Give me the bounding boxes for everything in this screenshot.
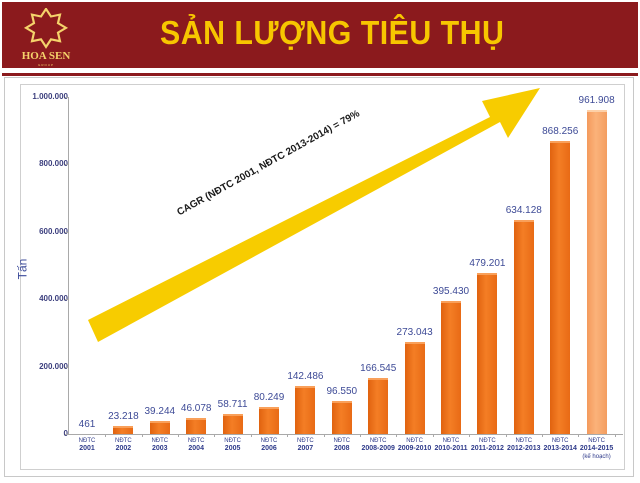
logo-subtext: GROUP xyxy=(37,63,54,67)
bar xyxy=(186,418,207,434)
x-tick-mark xyxy=(360,434,361,437)
bar-value-label: 634.128 xyxy=(505,205,542,217)
bar xyxy=(331,401,352,434)
bar xyxy=(404,341,425,434)
bar-value-label: 39.244 xyxy=(144,405,176,417)
x-category-label: NĐTC 2005 xyxy=(224,438,241,452)
x-tick-mark xyxy=(614,434,616,437)
x-category-label: NĐTC 2010-2011 xyxy=(434,438,468,452)
y-tick-label: 200.000 xyxy=(39,361,68,371)
bar xyxy=(113,426,134,434)
bar xyxy=(295,385,316,434)
bar-value-label: 142.486 xyxy=(287,370,324,382)
bar-value-label: 46.078 xyxy=(180,403,212,415)
x-tick-mark xyxy=(505,434,507,437)
x-tick-mark xyxy=(287,434,289,437)
y-tick-mark xyxy=(65,97,69,98)
x-tick-mark xyxy=(250,434,252,437)
x-category-label: NĐTC 2011-2012 xyxy=(470,438,504,452)
x-tick-mark xyxy=(105,434,107,437)
bar xyxy=(477,272,498,434)
x-tick-mark xyxy=(469,434,471,437)
x-tick-mark xyxy=(396,434,398,437)
bar xyxy=(513,220,534,434)
x-tick-mark xyxy=(214,434,216,437)
y-tick-label: 800.000 xyxy=(39,159,68,169)
lotus-star-icon xyxy=(23,6,69,49)
y-tick-mark xyxy=(65,231,69,233)
x-category-label: NĐTC 2013-2014 xyxy=(543,438,577,452)
logo: HOA SEN GROUP xyxy=(16,6,76,68)
bar xyxy=(149,420,170,434)
bar-value-label: 868.256 xyxy=(542,126,579,138)
bar-value-label: 80.249 xyxy=(253,391,285,403)
bar-value-label: 961.908 xyxy=(578,94,615,106)
slide-frame xyxy=(4,77,634,477)
x-category-label: NĐTC 2003 xyxy=(151,438,169,452)
x-axis xyxy=(68,434,623,435)
x-category-label: NĐTC 2012-2013 xyxy=(507,438,541,452)
y-tick-mark xyxy=(65,434,69,435)
header-divider xyxy=(2,73,638,76)
bar xyxy=(368,377,389,434)
x-category-label: NĐTC 2007 xyxy=(297,438,314,452)
chart-area xyxy=(20,84,625,470)
x-tick-mark xyxy=(178,434,179,437)
x-category-label: NĐTC 2002 xyxy=(115,438,132,452)
y-tick-label: 1.000.000 xyxy=(32,92,68,101)
y-axis-label: Tấn xyxy=(15,258,30,280)
header-banner: HOA SEN GROUP SẢN LƯỢNG TIÊU THỤ xyxy=(2,2,638,68)
x-category-label: NĐTC 2008-2009 xyxy=(361,438,395,452)
x-category-label: NĐTC 2004 xyxy=(187,438,205,452)
x-tick-mark xyxy=(323,434,325,437)
x-category-label: NĐTC 2008 xyxy=(333,438,351,452)
x-category-label: NĐTC 2014-2015 (kế hoạch) xyxy=(579,438,614,460)
bar xyxy=(259,406,279,434)
x-category-label: NĐTC 2001 xyxy=(78,438,96,452)
y-tick-label: 400.000 xyxy=(39,294,68,304)
bar-value-label: 166.545 xyxy=(360,362,397,374)
x-tick-mark xyxy=(542,434,543,437)
y-tick-mark xyxy=(65,366,69,368)
y-tick-mark xyxy=(65,164,69,166)
bar-value-label: 461 xyxy=(78,418,96,430)
y-tick-mark xyxy=(65,299,69,301)
bar xyxy=(441,300,461,434)
bar xyxy=(586,109,607,434)
page-title: SẢN LƯỢNG TIÊU THỤ xyxy=(160,14,505,51)
x-tick-mark xyxy=(432,434,434,437)
x-tick-mark xyxy=(578,434,580,437)
logo-text: HOA SEN xyxy=(21,50,71,62)
y-tick-label: 600.000 xyxy=(39,226,68,236)
bar-value-label: 96.550 xyxy=(326,386,358,398)
bar-value-label: 23.218 xyxy=(108,411,139,423)
bar-value-label: 58.711 xyxy=(217,399,248,411)
bar-value-label: 395.430 xyxy=(432,285,470,297)
y-tick-label: 0 xyxy=(64,429,68,438)
x-category-label: NĐTC 2009-2010 xyxy=(397,438,432,452)
y-axis xyxy=(68,97,69,434)
bar-value-label: 479.201 xyxy=(469,257,506,269)
x-category-label: NĐTC 2006 xyxy=(260,438,278,452)
bar xyxy=(222,414,243,434)
x-tick-mark xyxy=(141,434,143,437)
bar-value-label: 273.043 xyxy=(396,326,433,338)
bar xyxy=(550,141,571,434)
